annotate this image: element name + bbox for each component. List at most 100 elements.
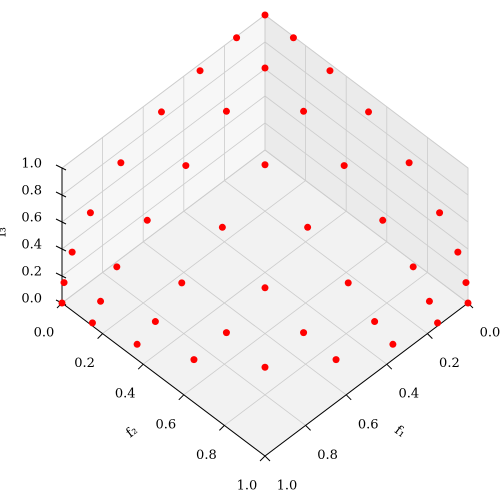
x-axis-label: f₁	[391, 423, 408, 441]
z-tick-label: 0.6	[21, 211, 42, 226]
x-tick-label: 0.4	[398, 387, 419, 402]
data-point	[178, 279, 186, 287]
data-point	[68, 248, 76, 256]
tick-mark	[55, 164, 67, 171]
y-tick-label: 0.4	[115, 387, 136, 402]
data-point	[425, 297, 433, 305]
z-tick-label: 0.8	[21, 184, 42, 199]
tick-mark	[259, 455, 266, 462]
tick-mark	[264, 455, 271, 462]
tick-mark	[178, 394, 185, 401]
tick-mark	[219, 425, 225, 431]
grid-line	[61, 149, 266, 304]
y-tick-label: 0.6	[155, 417, 176, 432]
grid-line	[224, 180, 428, 334]
grid-line	[264, 41, 469, 196]
data-point	[151, 318, 159, 326]
data-point	[344, 279, 352, 287]
data-point	[326, 67, 334, 75]
data-point	[405, 159, 413, 167]
data-point	[222, 329, 230, 337]
y-tick-label: 0.0	[34, 326, 55, 341]
data-point	[436, 209, 444, 217]
data-point	[332, 356, 340, 364]
grid-line	[264, 122, 469, 277]
data-point	[261, 161, 269, 169]
y-tick-label: 0.8	[196, 448, 217, 463]
x-tick-label: 0.2	[439, 356, 460, 371]
data-point	[304, 223, 312, 231]
data-point	[371, 318, 379, 326]
data-point	[409, 263, 417, 271]
tick-mark	[345, 394, 352, 401]
data-point	[117, 159, 125, 167]
grid-line	[102, 180, 306, 334]
data-point	[454, 248, 462, 256]
grid-line	[183, 210, 388, 365]
data-point	[261, 363, 269, 371]
z-tick-label: 0.0	[21, 292, 42, 307]
data-point	[190, 356, 198, 364]
tick-mark	[386, 363, 393, 370]
z-tick-label: 1.0	[21, 157, 42, 172]
x-tick-label: 0.8	[317, 448, 338, 463]
data-point	[113, 263, 121, 271]
data-point	[218, 223, 226, 231]
tick-mark	[55, 245, 67, 252]
grid-line	[264, 149, 469, 304]
grid-line	[264, 14, 469, 169]
data-point	[86, 209, 94, 217]
data-point	[261, 11, 269, 19]
data-point	[340, 162, 348, 170]
data-point	[58, 299, 66, 307]
z-tick-label: 0.2	[21, 265, 42, 280]
grid-line	[61, 95, 266, 250]
data-point	[379, 216, 387, 224]
grid-line	[61, 14, 266, 169]
data-point	[300, 107, 308, 115]
y-axis-label: f₂	[123, 423, 140, 441]
tick-mark	[137, 363, 144, 370]
grid-line	[61, 68, 266, 223]
z-axis-label: f₃	[0, 227, 10, 237]
z-tick-label: 0.4	[21, 238, 42, 253]
data-point	[464, 299, 472, 307]
data-point	[133, 340, 141, 348]
data-point	[60, 279, 68, 287]
x-tick-label: 0.6	[358, 417, 379, 432]
grid-line	[61, 122, 266, 277]
axis-line	[264, 302, 469, 457]
data-point	[157, 108, 165, 116]
y-tick-label: 0.2	[74, 356, 95, 371]
data-point	[143, 216, 151, 224]
tick-mark	[55, 191, 67, 198]
data-point	[222, 107, 230, 115]
data-point	[196, 67, 204, 75]
tick-mark	[427, 333, 433, 339]
data-point	[289, 34, 297, 42]
axis-line	[61, 302, 266, 457]
y-tick-label: 1.0	[237, 479, 258, 494]
tick-mark	[97, 333, 103, 339]
grid-line	[264, 68, 469, 223]
grid-line	[142, 241, 347, 396]
data-point	[97, 297, 105, 305]
grid-line	[224, 272, 428, 426]
grid-line	[61, 41, 266, 196]
grid-line	[142, 210, 347, 365]
x-tick-label: 0.0	[480, 326, 500, 341]
data-point	[365, 108, 373, 116]
data-point	[462, 279, 470, 287]
data-point	[182, 162, 190, 170]
data-point	[261, 64, 269, 72]
grid-line	[183, 241, 388, 396]
grid-line	[102, 272, 306, 426]
data-point	[389, 340, 397, 348]
tick-mark	[305, 425, 311, 431]
data-point	[88, 319, 96, 327]
data-point	[434, 319, 442, 327]
grid-line	[264, 95, 469, 250]
data-point	[233, 34, 241, 42]
tick-mark	[55, 218, 67, 225]
